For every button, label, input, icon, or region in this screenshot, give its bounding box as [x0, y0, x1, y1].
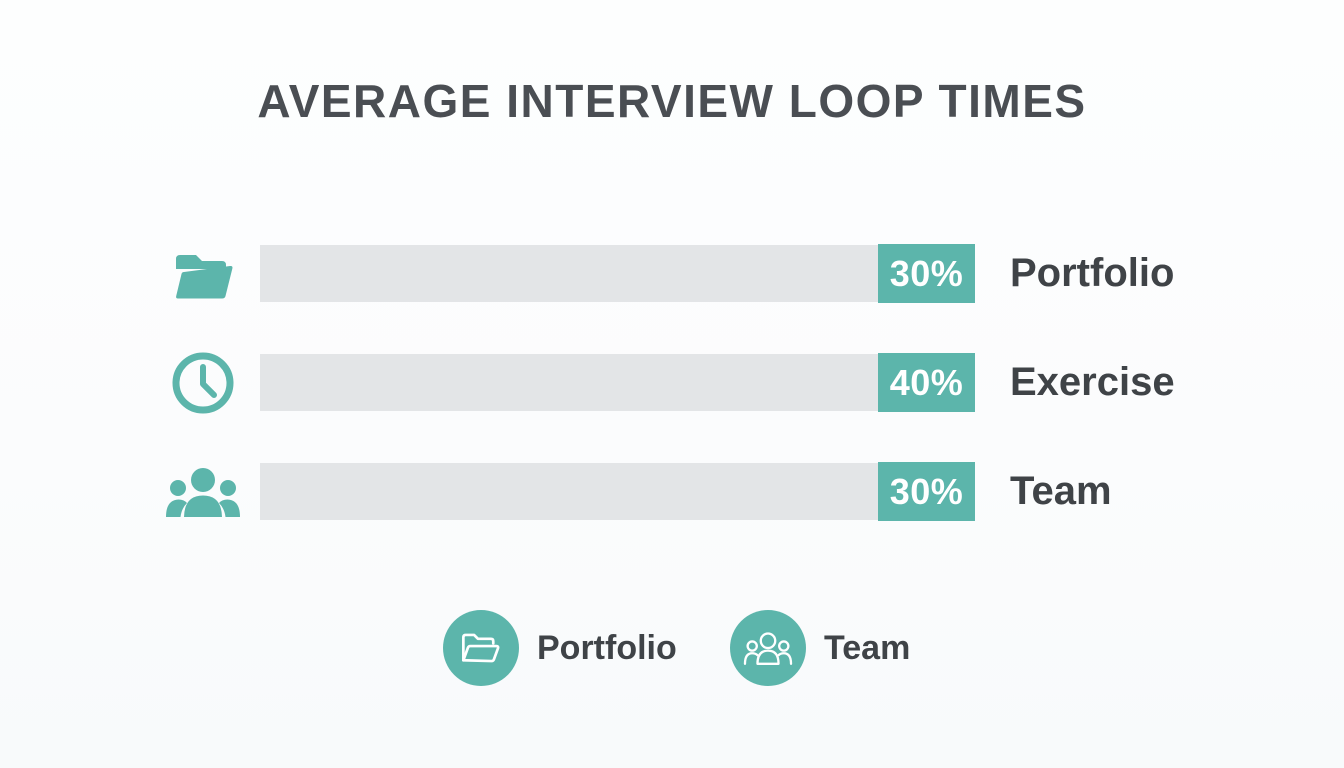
bar-label: Portfolio	[1010, 251, 1175, 295]
bar-track: 30%	[260, 462, 975, 521]
bar-row-exercise: 40% Exercise	[0, 352, 1344, 413]
clock-icon	[160, 352, 245, 413]
bar-track: 40%	[260, 353, 975, 412]
legend: Portfolio Team	[0, 610, 1344, 686]
bar-label: Team	[1010, 469, 1112, 513]
team-icon	[160, 463, 245, 520]
bar-track: 30%	[260, 244, 975, 303]
legend-label: Team	[824, 628, 911, 667]
legend-label: Portfolio	[537, 628, 677, 667]
folder-icon	[443, 610, 519, 686]
bar-row-team: 30% Team	[0, 462, 1344, 521]
value-badge: 30%	[878, 244, 975, 303]
bar-row-portfolio: 30% Portfolio	[0, 244, 1344, 303]
value-badge: 30%	[878, 462, 975, 521]
legend-item-team: Team	[730, 610, 910, 686]
legend-item-portfolio: Portfolio	[443, 610, 677, 686]
chart-title: AVERAGE INTERVIEW LOOP TIMES	[257, 75, 1087, 127]
team-icon	[730, 610, 806, 686]
bar-label: Exercise	[1010, 360, 1175, 404]
folder-icon	[160, 245, 245, 302]
value-badge: 40%	[878, 353, 975, 412]
